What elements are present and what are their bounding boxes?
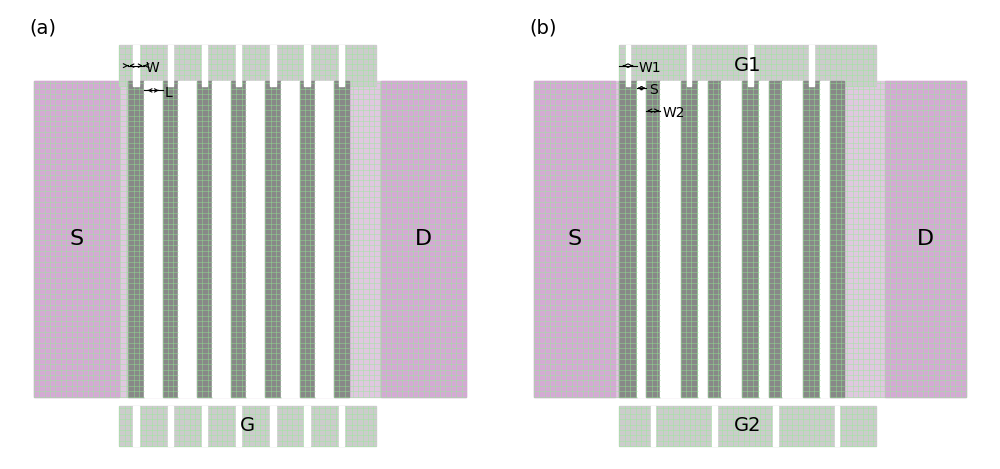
Bar (300, 82, 315, 397)
Bar (34, 82, 466, 397)
Bar (144, 82, 163, 397)
Bar (381, 82, 466, 397)
Bar (236, 406, 241, 446)
Bar (212, 82, 231, 397)
Text: D: D (415, 229, 432, 249)
Bar (687, 45, 691, 86)
Bar (660, 82, 681, 397)
Bar (708, 82, 721, 397)
Bar (748, 45, 753, 86)
Bar (128, 82, 144, 397)
Bar (34, 82, 119, 397)
Bar (534, 82, 966, 397)
Bar (202, 45, 207, 86)
Bar (830, 82, 844, 397)
Text: L: L (165, 86, 173, 100)
Bar (315, 82, 334, 397)
Bar (803, 82, 820, 397)
Bar (178, 82, 197, 397)
Bar (782, 82, 803, 397)
Bar (168, 406, 173, 446)
Bar (619, 45, 876, 86)
Bar (721, 82, 742, 397)
Text: S: S (567, 229, 581, 249)
Bar (304, 45, 310, 86)
Bar (885, 82, 966, 397)
Bar (246, 82, 265, 397)
Text: W: W (146, 61, 160, 75)
Bar (646, 82, 660, 397)
Bar (202, 406, 207, 446)
Bar (339, 406, 344, 446)
Bar (619, 406, 876, 446)
Bar (809, 45, 814, 86)
Text: S: S (70, 229, 84, 249)
Bar (270, 45, 276, 86)
Bar (339, 45, 344, 86)
Bar (769, 82, 782, 397)
Bar (197, 82, 212, 397)
Bar (759, 82, 769, 397)
Bar (270, 406, 276, 446)
Bar (304, 406, 310, 446)
Bar (168, 45, 173, 86)
Bar (334, 82, 349, 397)
Text: D: D (917, 229, 934, 249)
Text: G: G (240, 416, 255, 435)
Bar (626, 45, 630, 86)
Bar (534, 82, 615, 397)
Bar (133, 406, 139, 446)
Text: (b): (b) (529, 18, 557, 38)
Bar (265, 82, 281, 397)
Bar (281, 82, 300, 397)
Bar (119, 406, 376, 446)
Bar (651, 406, 655, 446)
Bar (231, 82, 246, 397)
Bar (637, 82, 646, 397)
Bar (712, 406, 717, 446)
Text: W2: W2 (662, 106, 685, 120)
Bar (236, 45, 241, 86)
Bar (742, 82, 759, 397)
Bar (619, 82, 637, 397)
Bar (698, 82, 708, 397)
Text: G2: G2 (734, 416, 761, 435)
Text: (a): (a) (29, 18, 56, 38)
Bar (681, 82, 698, 397)
Bar (835, 406, 839, 446)
Text: G1: G1 (734, 56, 761, 75)
Bar (820, 82, 830, 397)
Bar (773, 406, 778, 446)
Text: W1: W1 (639, 61, 661, 75)
Bar (119, 45, 376, 86)
Text: S: S (649, 83, 657, 98)
Bar (163, 82, 178, 397)
Bar (133, 45, 139, 86)
